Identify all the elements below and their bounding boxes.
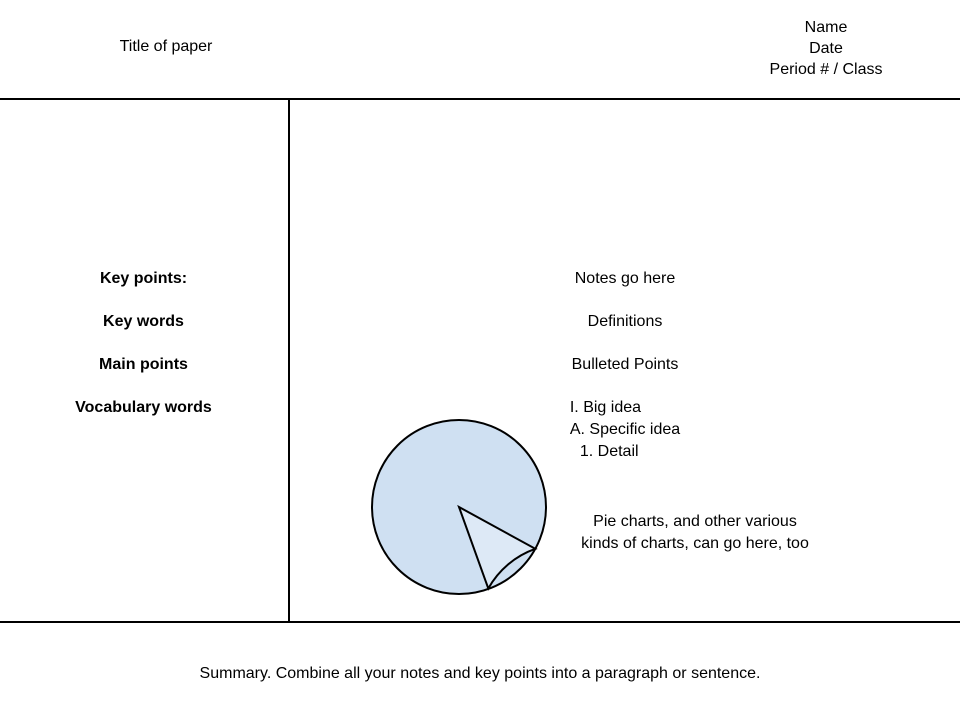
cue-item-vocabulary-words: Vocabulary words [75,399,212,416]
notes-column: Notes go here Definitions Bulleted Point… [290,268,960,463]
summary-divider-line [0,621,960,623]
cue-item-key-points: Key points: [99,270,188,287]
header-meta-block: Name Date Period # / Class [706,17,946,80]
outline-item-big-idea: I. Big idea [569,399,642,416]
pie-chart-svg [371,419,547,595]
summary-text: Summary. Combine all your notes and key … [199,665,761,682]
header-meta-period-class: Period # / Class [769,61,883,78]
outline-item-detail: 1. Detail [579,443,639,460]
outline-block: I. Big idea A. Specific idea 1. Detail [290,397,960,463]
header-meta-name: Name [804,19,848,36]
cue-item-main-points: Main points [99,356,188,373]
notes-line-definitions: Definitions [587,313,663,330]
notes-line-notes-go-here: Notes go here [574,270,676,287]
pie-chart [370,418,550,598]
chart-caption: Pie charts, and other various kinds of c… [545,511,845,555]
cue-item-key-words: Key words [103,313,184,330]
cue-column: Key points: Key words Main points Vocabu… [0,268,288,440]
column-divider-line [288,99,290,622]
chart-caption-line-1: Pie charts, and other various [593,513,797,530]
pie-slice-wedge [457,504,538,591]
header-divider-line [0,98,960,100]
outline-item-specific-idea: A. Specific idea [569,421,681,438]
chart-caption-line-2: kinds of charts, can go here, too [581,535,809,552]
header-meta-date: Date [809,40,843,57]
outline-inner: I. Big idea A. Specific idea 1. Detail [570,397,680,463]
notes-line-bulleted-points: Bulleted Points [571,356,679,373]
page-title: Title of paper [119,38,213,55]
